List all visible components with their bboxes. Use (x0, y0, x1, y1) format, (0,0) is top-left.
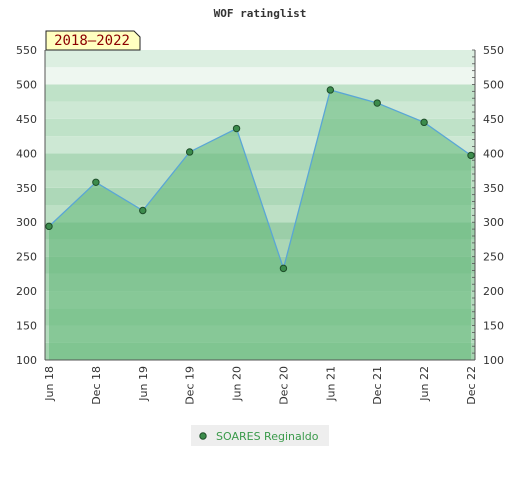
y-tick-left-300: 300 (16, 216, 37, 229)
axes (44, 49, 476, 361)
x-tick-5: Dec 20 (277, 366, 290, 405)
data-point-2 (139, 206, 147, 215)
x-tick-6: Jun 21 (324, 366, 337, 402)
y-axis-left: 100 150 200 250 300 350 400 450 500 550 (16, 44, 37, 367)
y-tick-left-150: 150 (16, 320, 37, 333)
legend-label: SOARES Reginaldo (216, 430, 319, 443)
x-axis: Jun 18 Dec 18 Jun 19 Dec 19 Jun 20 Dec 20 Jun … (43, 366, 478, 405)
y-tick-right-250: 250 (483, 251, 504, 264)
data-point-4 (232, 124, 241, 133)
y-tick-left-550: 550 (16, 44, 37, 57)
legend[interactable]: SOARES Reginaldo (191, 425, 329, 446)
x-tick-4: Jun 20 (231, 366, 244, 402)
x-tick-9: Dec 22 (465, 366, 478, 405)
x-tick-7: Dec 21 (371, 366, 384, 405)
area-layer (48, 89, 472, 360)
y-tick-right-550: 550 (483, 44, 504, 57)
series-line (48, 89, 472, 271)
band-500 (45, 67, 475, 85)
period-badge-box (45, 30, 141, 51)
y-tick-left-100: 100 (16, 354, 37, 367)
data-point-6 (326, 86, 335, 94)
series-area (49, 89, 471, 360)
period-label: 2018–2022 (54, 33, 130, 49)
y-tick-right-150: 150 (483, 320, 504, 333)
x-tick-3: Dec 19 (184, 366, 197, 405)
y-tick-left-250: 250 (16, 251, 37, 264)
data-point-8 (420, 118, 428, 127)
y-tick-left-500: 500 (16, 78, 37, 91)
x-tick-2: Jun 19 (137, 366, 150, 402)
band-475 (45, 84, 475, 102)
x-tick-8: Jun 22 (418, 366, 431, 402)
data-point-3 (185, 148, 194, 156)
data-point-7 (373, 99, 381, 107)
data-point-0 (45, 222, 53, 231)
x-tick-0: Jun 18 (43, 366, 56, 402)
y-tick-left-450: 450 (16, 113, 37, 126)
y-tick-right-500: 500 (483, 78, 504, 91)
y-tick-right-400: 400 (483, 147, 504, 160)
x-tick-1: Dec 18 (90, 366, 103, 405)
y-tick-right-300: 300 (483, 216, 504, 229)
y-tick-right-350: 350 (483, 182, 504, 195)
y-axis-right: 100 150 200 250 300 350 400 450 500 550 (483, 44, 504, 367)
y-tick-left-400: 400 (16, 147, 37, 160)
y-tick-left-200: 200 (16, 285, 37, 298)
legend-box (191, 425, 329, 446)
data-point-9 (467, 151, 475, 160)
y-tick-right-100: 100 (483, 354, 504, 367)
legend-marker (199, 432, 207, 440)
band-525 (45, 50, 475, 68)
data-point-1 (92, 178, 100, 186)
data-points (45, 86, 475, 273)
y-tick-right-450: 450 (483, 113, 504, 126)
y-tick-right-200: 200 (483, 285, 504, 298)
y-tick-left-350: 350 (16, 182, 37, 195)
data-point-5 (279, 264, 288, 273)
period-badge: 2018–2022 (45, 30, 141, 51)
chart-title: WOF ratinglist (214, 7, 307, 20)
